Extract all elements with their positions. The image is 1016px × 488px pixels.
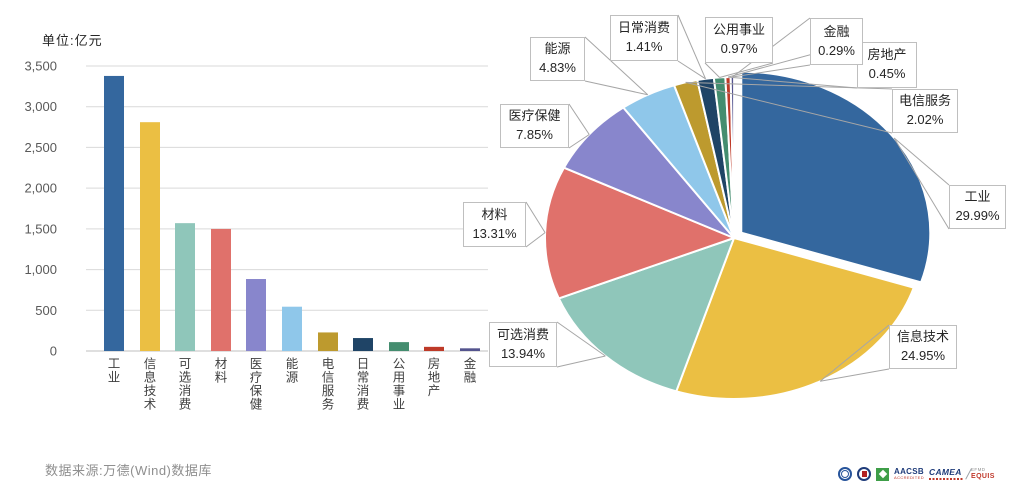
leader-line-finance-0 [732, 17, 811, 78]
leader-line-healthcare-1 [568, 134, 590, 149]
bar-staples [353, 338, 373, 351]
bar-telecom [318, 332, 338, 351]
y-tick-label-3000: 3,000 [24, 99, 57, 114]
y-tick-label-0: 0 [50, 344, 57, 359]
y-tick-label-1500: 1,500 [24, 221, 57, 236]
y-tick-label-1000: 1,000 [24, 262, 57, 277]
bar-it [140, 122, 160, 351]
leader-line-realestate-1 [727, 76, 858, 89]
x-category-label-telecom: 电信服务 [322, 357, 335, 412]
camea-logo: CAMEA [929, 467, 964, 480]
leader-line-consumer-disc-0 [556, 321, 606, 357]
x-category-label-utilities: 公用事业 [393, 357, 406, 412]
x-category-label-staples: 日常消费 [357, 357, 370, 412]
leader-line-utilities-1 [719, 62, 774, 78]
x-category-label-materials: 材料 [215, 357, 228, 385]
equis-logo: EFMD EQUIS [965, 467, 995, 480]
pie-slice-industry [740, 70, 932, 284]
x-category-label-energy: 能源 [286, 357, 299, 385]
accreditation-logos: AACSB ACCREDITED CAMEA EFMD EQUIS [838, 465, 995, 483]
leader-line-telecom-1 [685, 81, 893, 134]
bar-healthcare [246, 279, 266, 351]
leader-line-materials-1 [525, 232, 546, 248]
camea-logo-subtext-decoration [929, 477, 964, 480]
leader-line-healthcare-0 [568, 103, 590, 135]
y-tick-label-500: 500 [35, 303, 57, 318]
accreditation-mark-icon [876, 467, 889, 481]
efmd-logo-text: EFMD [971, 467, 986, 473]
pie-slice-consumer-disc [557, 237, 735, 393]
leader-line-materials-0 [525, 201, 546, 233]
x-category-label-finance: 金融 [464, 356, 477, 385]
y-tick-label-2500: 2,500 [24, 140, 57, 155]
leader-line-consumer-disc-1 [556, 355, 606, 368]
x-category-label-realestate: 房地产 [428, 356, 441, 398]
leader-line-staples-0 [677, 14, 707, 80]
bar-finance [460, 348, 480, 351]
pie-slice-healthcare [562, 106, 735, 239]
leader-line-staples-1 [677, 60, 706, 80]
leader-line-finance-1 [732, 64, 811, 78]
leader-line-industry-0 [893, 137, 950, 186]
data-source-caption: 数据来源:万德(Wind)数据库 [45, 463, 212, 478]
x-category-label-consumer-disc: 可选消费 [179, 357, 192, 412]
leader-line-it-1 [820, 368, 890, 382]
x-category-label-industry: 工业 [108, 357, 121, 385]
leader-line-energy-0 [584, 36, 649, 96]
pie-slice-it [675, 237, 915, 400]
equis-logo-text: EQUIS [971, 472, 995, 480]
leader-line-energy-1 [584, 80, 648, 96]
aacsb-logo: AACSB ACCREDITED [894, 468, 924, 480]
x-category-label-it: 信息技术 [144, 357, 157, 412]
leader-line-utilities-0 [704, 62, 720, 78]
x-category-label-healthcare: 医疗保健 [250, 357, 263, 412]
aacsb-logo-subtext: ACCREDITED [894, 475, 925, 480]
y-tick-label-3500: 3,500 [24, 59, 57, 74]
leader-line-realestate-0 [727, 41, 858, 78]
y-tick-label-2000: 2,000 [24, 181, 57, 196]
bar-chart-unit-label: 单位:亿元 [42, 33, 103, 48]
bar-industry [104, 75, 124, 351]
mba-seal-icon [857, 467, 871, 481]
bar-realestate [424, 346, 444, 351]
aacsb-logo-text: AACSB [894, 467, 924, 476]
bar-materials [211, 228, 231, 351]
leader-line-it-0 [819, 324, 890, 382]
leader-line-industry-1 [893, 137, 950, 230]
camea-logo-text: CAMEA [929, 467, 962, 477]
bar-consumer-disc [175, 223, 195, 351]
university-seal-icon [838, 467, 852, 481]
bar-utilities [389, 342, 409, 351]
bar-energy [282, 306, 302, 351]
